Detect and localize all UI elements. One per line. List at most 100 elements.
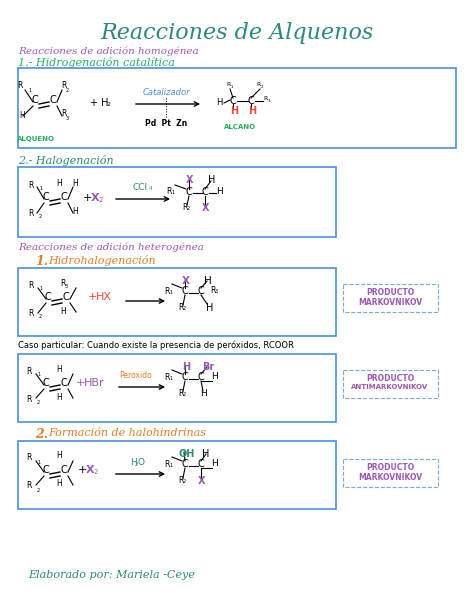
Text: H: H xyxy=(208,175,215,185)
Text: 1: 1 xyxy=(37,373,40,378)
Text: X: X xyxy=(86,465,95,475)
Text: 2: 2 xyxy=(187,206,190,211)
Bar xyxy=(18,167,336,237)
Text: R: R xyxy=(28,281,34,289)
Text: C: C xyxy=(45,292,51,302)
Text: C: C xyxy=(43,192,49,202)
Text: C: C xyxy=(43,465,49,475)
Text: C: C xyxy=(61,192,67,202)
Text: X: X xyxy=(202,203,210,213)
Text: HBr: HBr xyxy=(84,378,105,388)
Text: PRODUCTO: PRODUCTO xyxy=(366,463,414,472)
Bar xyxy=(343,459,438,487)
Text: Reacciones de Alquenos: Reacciones de Alquenos xyxy=(100,22,374,44)
Text: H: H xyxy=(211,372,218,381)
Text: C: C xyxy=(61,378,67,388)
Text: R: R xyxy=(61,110,66,118)
Text: R: R xyxy=(256,82,260,87)
Bar xyxy=(18,354,336,422)
Text: H: H xyxy=(211,459,218,468)
Text: C: C xyxy=(186,187,193,197)
Text: R: R xyxy=(166,187,172,196)
Text: 1.: 1. xyxy=(35,255,48,268)
Text: Reacciones de adición homogénea: Reacciones de adición homogénea xyxy=(18,46,199,56)
Text: C: C xyxy=(198,372,205,382)
Text: 1: 1 xyxy=(169,290,172,295)
Text: R: R xyxy=(18,82,23,91)
Text: R: R xyxy=(210,286,215,295)
Text: 2: 2 xyxy=(37,487,40,492)
Text: 1: 1 xyxy=(28,88,31,93)
Text: C: C xyxy=(248,96,255,106)
Text: Hidrohalogenación: Hidrohalogenación xyxy=(48,255,155,266)
Text: MARKOVNIKOV: MARKOVNIKOV xyxy=(358,298,422,307)
Text: 2: 2 xyxy=(66,88,69,93)
Text: 1: 1 xyxy=(39,186,42,191)
Text: Pd  Pt  Zn: Pd Pt Zn xyxy=(145,119,187,128)
Text: R: R xyxy=(28,180,34,189)
Text: H: H xyxy=(19,112,25,121)
Text: ALCANO: ALCANO xyxy=(224,124,256,130)
Text: C: C xyxy=(32,95,38,105)
Text: 1: 1 xyxy=(171,190,174,195)
Text: R: R xyxy=(178,389,183,398)
Text: Br: Br xyxy=(202,362,214,372)
Text: + H: + H xyxy=(90,98,109,108)
Text: H: H xyxy=(56,392,62,402)
Text: 4: 4 xyxy=(149,186,153,191)
Text: Reacciones de adición heterogénea: Reacciones de adición heterogénea xyxy=(18,243,204,253)
Text: R: R xyxy=(182,203,187,212)
Text: H: H xyxy=(72,178,78,188)
Text: R: R xyxy=(27,481,32,490)
Text: H: H xyxy=(56,365,62,373)
Text: 2: 2 xyxy=(261,85,264,89)
Text: 3: 3 xyxy=(215,289,218,294)
Bar xyxy=(18,68,456,148)
Text: H: H xyxy=(130,458,137,467)
Text: 1: 1 xyxy=(39,286,42,292)
Text: 1.- Hidrogenación catalítica: 1.- Hidrogenación catalítica xyxy=(18,57,175,68)
Text: H: H xyxy=(56,479,62,489)
Text: R: R xyxy=(61,82,66,91)
Text: 2: 2 xyxy=(183,306,186,311)
Text: H: H xyxy=(248,106,256,116)
Text: 3: 3 xyxy=(66,115,69,121)
Text: 2: 2 xyxy=(99,197,103,203)
Text: PRODUCTO: PRODUCTO xyxy=(366,288,414,297)
Text: Catalizador: Catalizador xyxy=(142,88,190,97)
Text: H: H xyxy=(56,178,62,188)
Text: R: R xyxy=(60,278,65,287)
Text: H: H xyxy=(204,276,212,286)
Text: R: R xyxy=(164,460,169,469)
Text: C: C xyxy=(63,292,69,302)
Text: R: R xyxy=(178,476,183,485)
Text: 1: 1 xyxy=(37,460,40,465)
Text: Elaborado por: Mariela -Ceye: Elaborado por: Mariela -Ceye xyxy=(28,570,195,580)
Text: 2: 2 xyxy=(135,462,138,467)
Text: 2.- Halogenación: 2.- Halogenación xyxy=(18,155,114,166)
Bar xyxy=(18,268,336,336)
Text: 2: 2 xyxy=(39,314,42,319)
Text: 2: 2 xyxy=(183,479,186,484)
Text: C: C xyxy=(198,286,205,296)
Bar xyxy=(343,370,438,398)
Text: X: X xyxy=(91,193,100,203)
Text: 2.: 2. xyxy=(35,428,48,441)
Text: R: R xyxy=(28,208,34,218)
Text: Formación de halohindrinas: Formación de halohindrinas xyxy=(48,428,206,438)
Text: R: R xyxy=(27,367,32,376)
Text: R: R xyxy=(164,287,169,296)
Text: H: H xyxy=(206,303,213,313)
Text: 1: 1 xyxy=(169,463,172,468)
Text: X: X xyxy=(198,476,206,486)
Text: PRODUCTO: PRODUCTO xyxy=(366,374,414,383)
Text: X: X xyxy=(186,175,193,185)
Text: 2: 2 xyxy=(183,392,186,397)
Text: R: R xyxy=(178,303,183,312)
Text: 2: 2 xyxy=(39,215,42,219)
Text: R: R xyxy=(226,82,230,87)
Text: OH: OH xyxy=(179,449,195,459)
Bar xyxy=(343,284,438,312)
Text: R: R xyxy=(164,373,169,382)
Text: 3: 3 xyxy=(65,284,68,289)
